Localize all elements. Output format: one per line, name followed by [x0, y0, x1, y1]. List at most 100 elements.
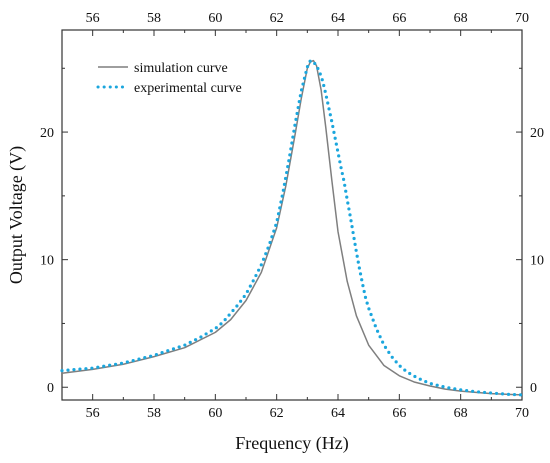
- x-tick-label-bottom-58: 58: [147, 406, 161, 421]
- experimental-curve-point: [354, 248, 358, 252]
- experimental-curve-point: [369, 312, 373, 317]
- x-axis-title: Frequency (Hz): [235, 433, 348, 454]
- experimental-curve-point: [214, 326, 218, 330]
- x-tick-label-bottom-62: 62: [270, 406, 284, 421]
- experimental-curve-point: [231, 308, 235, 313]
- experimental-curve-point: [518, 393, 523, 397]
- experimental-curve-point: [177, 345, 181, 349]
- legend: simulation curve experimental curve: [96, 61, 242, 96]
- experimental-curve-point: [360, 278, 364, 282]
- experimental-curve-point: [209, 329, 213, 333]
- experimental-curve-point: [327, 107, 331, 111]
- experimental-curve-point: [351, 230, 355, 235]
- experimental-curve-point: [324, 95, 329, 99]
- experimental-curve-point: [102, 364, 106, 368]
- experimental-curve-point: [367, 307, 371, 311]
- experimental-curve-point: [248, 284, 252, 288]
- experimental-curve-point: [337, 154, 341, 158]
- experimental-curve-point: [268, 240, 272, 245]
- experimental-curve-point: [257, 268, 261, 272]
- y-tick-label-right-0: 0: [530, 381, 537, 396]
- legend-label-simulation: simulation curve: [134, 61, 228, 76]
- experimental-curve-point: [219, 322, 223, 326]
- experimental-curve-point: [261, 257, 266, 261]
- experimental-curve-point: [295, 111, 299, 116]
- experimental-curve-point: [346, 201, 350, 205]
- experimental-curve-point: [288, 153, 292, 157]
- experimental-curve-point: [279, 200, 283, 204]
- experimental-curve-point: [390, 355, 394, 359]
- experimental-curve-point: [293, 123, 297, 127]
- series-experimental-curve: [60, 59, 523, 397]
- y-tick-label-left-20: 20: [40, 126, 54, 141]
- experimental-curve-point: [193, 338, 198, 342]
- experimental-curve-point: [375, 329, 380, 333]
- experimental-curve-point: [344, 189, 348, 193]
- experimental-curve-point: [90, 366, 94, 370]
- x-tick-label-top-56: 56: [86, 11, 100, 26]
- x-tick-label-top-64: 64: [331, 11, 345, 26]
- experimental-curve-point: [296, 105, 300, 110]
- experimental-curve-point: [266, 246, 270, 250]
- experimental-curve-point: [274, 223, 278, 227]
- experimental-curve-point: [348, 213, 352, 217]
- experimental-curve-point: [281, 188, 285, 192]
- experimental-curve-point: [371, 318, 375, 322]
- experimental-curve-point: [131, 358, 135, 363]
- experimental-curve-point: [199, 335, 203, 339]
- experimental-curve-point: [350, 225, 354, 229]
- experimental-curve-point: [363, 295, 368, 299]
- x-tick-label-top-68: 68: [454, 11, 468, 26]
- experimental-curve-point: [298, 94, 302, 98]
- experimental-curve-point: [275, 218, 279, 222]
- x-tick-label-bottom-70: 70: [515, 406, 529, 421]
- experimental-curve-point: [358, 272, 363, 276]
- series-group: [60, 59, 523, 397]
- experimental-curve-point: [264, 252, 268, 256]
- experimental-curve-point: [349, 219, 353, 223]
- experimental-curve-point: [160, 351, 164, 355]
- experimental-curve-point: [418, 377, 422, 381]
- experimental-curve-point: [245, 289, 250, 294]
- experimental-curve-point: [338, 160, 342, 164]
- experimental-curve-point: [66, 368, 70, 372]
- experimental-curve-point: [353, 242, 357, 246]
- experimental-curve-point: [270, 235, 274, 239]
- experimental-curve-point: [235, 304, 239, 308]
- experimental-curve-point: [506, 392, 511, 396]
- experimental-curve-point: [305, 65, 310, 69]
- experimental-curve-point: [435, 383, 439, 387]
- experimental-curve-point: [223, 318, 227, 322]
- y-tick-label-left-10: 10: [40, 254, 54, 269]
- experimental-curve-point: [332, 130, 336, 134]
- experimental-curve-point: [287, 159, 291, 163]
- y-tick-label-right-20: 20: [530, 126, 544, 141]
- experimental-curve-point: [339, 166, 343, 170]
- experimental-curve-point: [383, 345, 388, 349]
- experimental-curve-point: [362, 289, 366, 294]
- experimental-curve-point: [316, 66, 320, 71]
- y-tick-label-left-0: 0: [47, 381, 54, 396]
- experimental-curve-point: [149, 354, 153, 358]
- experimental-curve-point: [356, 260, 360, 264]
- experimental-curve-point: [342, 177, 346, 181]
- experimental-curve-point: [308, 59, 312, 63]
- experimental-curve-point: [113, 362, 118, 366]
- experimental-curve-point: [84, 367, 88, 371]
- experimental-curve-point: [500, 392, 505, 396]
- experimental-curve-point: [297, 100, 301, 104]
- experimental-curve-point: [465, 388, 469, 393]
- experimental-curve-point: [347, 207, 351, 211]
- x-tick-label-bottom-60: 60: [208, 406, 222, 421]
- experimental-curve-point: [333, 136, 337, 140]
- x-tick-label-bottom-68: 68: [454, 406, 468, 421]
- x-tick-label-top-62: 62: [270, 11, 284, 26]
- experimental-curve-point: [259, 263, 263, 267]
- experimental-curve-point: [447, 386, 451, 390]
- x-tick-label-top-60: 60: [208, 11, 222, 26]
- experimental-curve-point: [72, 368, 76, 372]
- x-tick-label-bottom-66: 66: [392, 406, 406, 421]
- experimental-curve-point: [294, 117, 298, 121]
- experimental-curve-point: [272, 229, 276, 233]
- experimental-curve-point: [331, 124, 335, 129]
